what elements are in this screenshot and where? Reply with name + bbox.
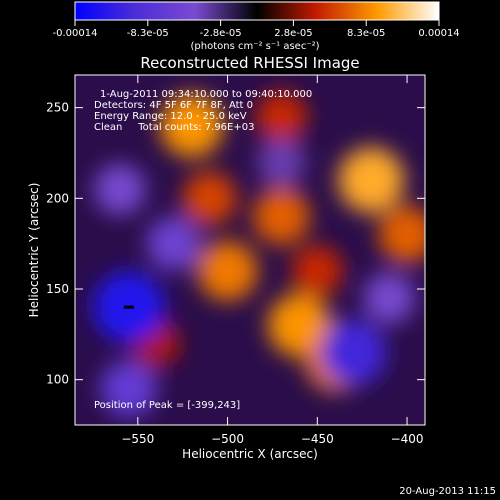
axis-ticks: −550 −500 −450 −400 100 150 200 250 <box>46 75 425 446</box>
footer-timestamp: 20-Aug-2013 11:15 <box>399 486 496 497</box>
x-tick-label: −450 <box>301 432 334 446</box>
y-tick-label: 200 <box>46 191 69 205</box>
emission-source <box>291 245 343 297</box>
colorbar-tick-label: -0.00014 <box>53 28 98 39</box>
emission-blobs <box>92 91 425 418</box>
x-tick-label: −550 <box>121 432 154 446</box>
emission-source <box>182 171 237 226</box>
x-tick-label: −500 <box>211 432 244 446</box>
emission-source <box>160 94 224 158</box>
negative-residual <box>100 360 158 418</box>
y-axis-label: Heliocentric Y (arcsec) <box>27 183 41 318</box>
colorbar-tick-label: 0.00014 <box>418 28 459 39</box>
emission-source <box>252 187 310 245</box>
peak-position-label: Position of Peak = [-399,243] <box>94 400 240 411</box>
negative-residual <box>320 319 387 386</box>
emission-source <box>197 240 258 301</box>
negative-residual <box>94 163 146 215</box>
emission-source <box>338 147 405 214</box>
annotation-energy: Energy Range: 12.0 - 25.0 keV <box>94 111 247 122</box>
colorbar-tick-label: -2.8e-05 <box>200 28 242 39</box>
emission-source <box>378 206 425 264</box>
negative-residual <box>146 216 201 271</box>
annotation-detectors: Detectors: 4F 5F 6F 7F 8F, Att 0 <box>94 100 253 111</box>
chart-title: Reconstructed RHESSI Image <box>140 54 359 72</box>
colorbar-tick-label: 8.3e-05 <box>347 28 385 39</box>
colorbar-tick-label: 2.8e-05 <box>274 28 312 39</box>
annotation-time: 1-Aug-2011 09:34:10.000 to 09:40:10.000 <box>100 89 312 100</box>
image-layer <box>92 91 425 418</box>
colorbar-units: (photons cm⁻² s⁻¹ asec⁻²) <box>190 41 319 52</box>
colorbar-tick-label: -8.3e-05 <box>127 28 169 39</box>
y-tick-label: 150 <box>46 282 69 296</box>
y-tick-label: 250 <box>46 101 69 115</box>
negative-residual <box>363 272 415 324</box>
emission-source <box>255 91 307 143</box>
x-tick-label: −400 <box>391 432 424 446</box>
plot-frame <box>74 74 426 426</box>
x-axis-label: Heliocentric X (arcsec) <box>182 447 318 461</box>
colorbar <box>74 1 440 21</box>
annotation-counts: Clean Total counts: 7.96E+03 <box>94 122 254 133</box>
negative-residual <box>257 138 306 187</box>
colorbar-ticks: -0.00014 -8.3e-05 -2.8e-05 2.8e-05 8.3e-05 0.… <box>53 20 460 39</box>
y-tick-label: 100 <box>46 373 69 387</box>
